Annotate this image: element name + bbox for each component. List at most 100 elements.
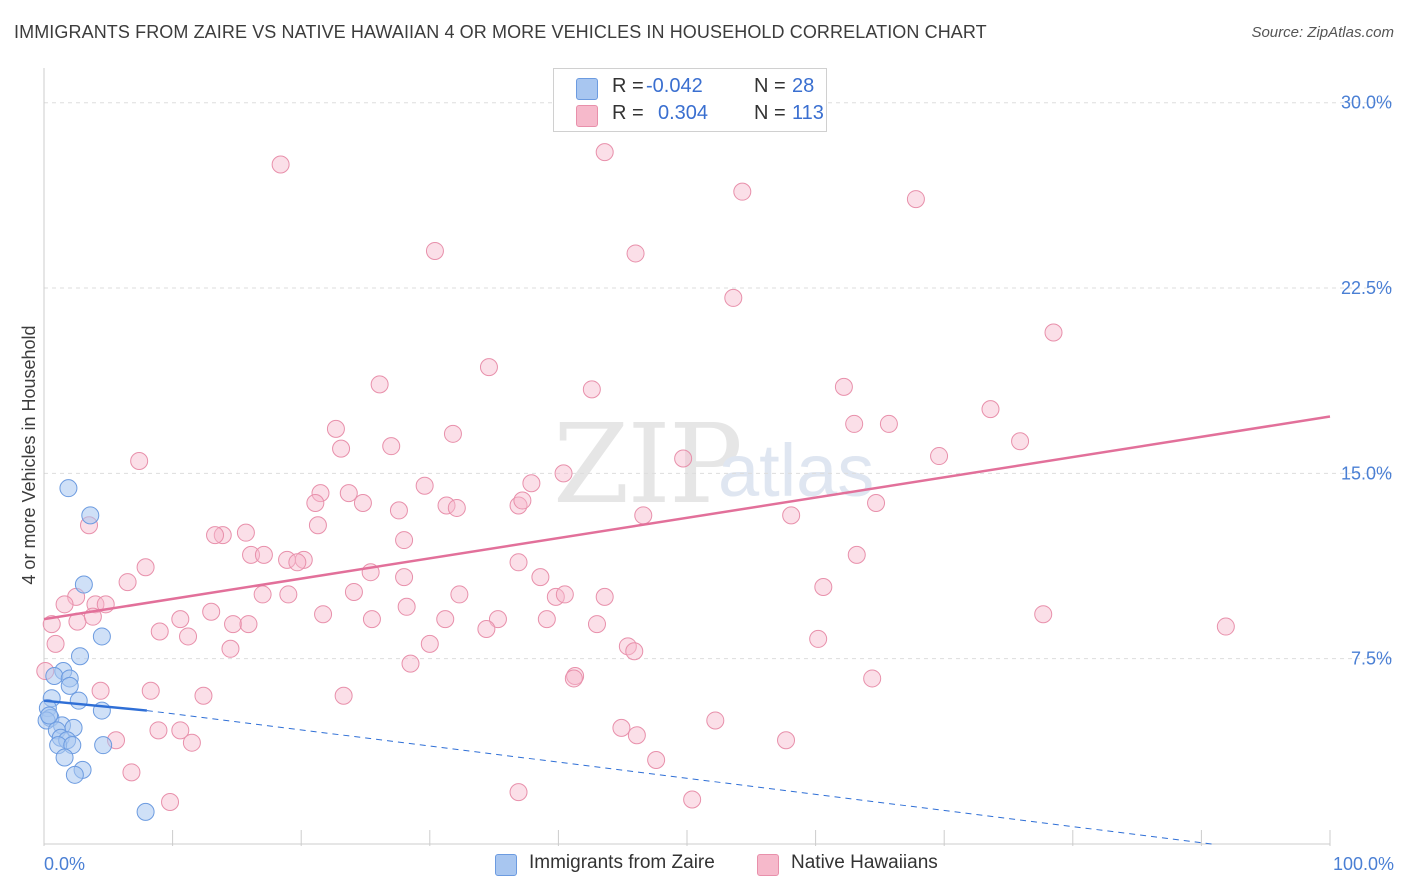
hawaiian-point [509,783,528,802]
bottom-legend-label-hawaiians: Native Hawaiians [791,852,938,873]
hawaiian-point [981,400,1000,419]
bottom-swatch-zaire [495,854,517,876]
hawaiian-point [1044,323,1063,342]
hawaiian-point [863,669,882,688]
hawaiian-point [724,288,743,307]
legend-n-value: 113 [792,102,824,124]
y-tick-label: 15.0% [1341,463,1392,483]
x-tick-label-max: 100.0% [1333,854,1394,874]
hawaiian-point [634,506,653,525]
hawaiian-point [522,474,541,493]
hawaiian-point [242,545,261,564]
zaire-point [94,736,113,755]
hawaiian-point [1216,617,1235,636]
hawaiian-point [161,792,180,811]
hawaiian-point [239,615,258,634]
hawaiian-point [706,711,725,730]
hawaiian-point [436,610,455,629]
watermark-zip: ZIP [553,400,743,528]
hawaiian-point [202,602,221,621]
hawaiian-point [1011,432,1030,451]
legend-n-value: 28 [792,75,815,97]
hawaiian-point [122,763,141,782]
zaire-point [69,691,88,710]
legend-n-label: N = [754,75,786,97]
hawaiian-point [612,718,631,737]
source-credit: Source: ZipAtlas.com [1251,24,1394,41]
hawaiian-point [564,669,583,688]
hawaiian-point [370,375,389,394]
legend-swatch-hawaiians [576,105,598,127]
zaire-point [65,765,84,784]
legend-n-label: N = [754,102,786,124]
hawaiian-point [395,568,414,587]
hawaiian-point [488,610,507,629]
hawaiian-point [334,686,353,705]
hawaiian-point [447,498,466,517]
hawaiian-point [879,414,898,433]
hawaiian-point [397,597,416,616]
zaire-point [60,676,79,695]
y-tick-label: 22.5% [1341,278,1392,298]
zaire-point [59,479,78,498]
hawaiian-point [332,439,351,458]
hawaiian-point [353,494,372,513]
hawaiian-point [253,585,272,604]
zaire-point [45,666,64,685]
hawaiian-point [382,437,401,456]
y-tick-labels: 7.5% 15.0% 22.5% 30.0% [1341,93,1392,669]
hawaiian-point [733,182,752,201]
x-ticks [43,830,1331,846]
hawaiian-point [213,526,232,545]
zaire-point [40,706,59,725]
hawaiian-point [171,721,190,740]
hawaiian-point [136,558,155,577]
zaire-point [92,627,111,646]
hawaiian-point [194,686,213,705]
hawaiian-point [311,484,330,503]
hawaiian-point [809,629,828,648]
hawaiian-point [587,615,606,634]
hawaiian-point [814,578,833,597]
legend-r-value: 0.304 [658,102,709,124]
hawaiian-point [595,587,614,606]
hawaiian-trend-line [43,415,1331,621]
hawaiian-point [509,553,528,572]
hawaiian-point [171,610,190,629]
zaire-trend-line [43,699,147,712]
hawaiian-point [626,244,645,263]
hawaiian-point [847,545,866,564]
hawaiian-point [254,545,273,564]
hawaiian-point [627,726,646,745]
hawaiian-point [271,155,290,174]
zaire-point [74,575,93,594]
hawaiian-point [236,523,255,542]
hawaiian-point [683,790,702,809]
hawaiian-point [531,568,550,587]
hawaiian-point [595,143,614,162]
hawaiian-point [477,620,496,639]
hawaiian-point [437,496,456,515]
hawaiian-point [206,526,225,545]
hawaiian-point [537,610,556,629]
hawaiian-point [182,733,201,752]
hawaiian-point [395,531,414,550]
y-axis-label: 4 or more Vehicles in Household [19,325,39,584]
zaire-point [71,647,90,666]
hawaiian-point [401,654,420,673]
hawaiian-point [479,358,498,377]
trend-lines [43,415,1331,845]
correlation-legend: R = -0.042 N = 28 R = 0.304 N = 113 [553,68,827,132]
zaire-point [81,506,100,525]
hawaiian-point [149,721,168,740]
hawaiian-point [339,484,358,503]
hawaiian-point [326,419,345,438]
hawaiian-point [55,595,74,614]
hawaiian-point [118,573,137,592]
hawaiian-point [845,414,864,433]
hawaiian-point [288,553,307,572]
legend-r-value: -0.042 [646,75,703,97]
hawaiian-point [362,610,381,629]
hawaiian-point [308,516,327,535]
